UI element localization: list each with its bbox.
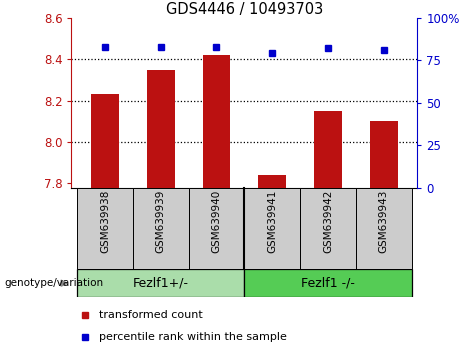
Bar — [314, 111, 342, 188]
Bar — [202, 55, 230, 188]
Text: GSM639938: GSM639938 — [100, 190, 110, 253]
Title: GDS4446 / 10493703: GDS4446 / 10493703 — [165, 1, 323, 17]
Bar — [189, 188, 244, 269]
Bar — [370, 121, 398, 188]
Text: GSM639942: GSM639942 — [323, 190, 333, 253]
Text: genotype/variation: genotype/variation — [5, 278, 104, 288]
Bar — [356, 188, 412, 269]
Bar — [77, 188, 133, 269]
Text: GSM639943: GSM639943 — [379, 190, 389, 253]
Bar — [147, 69, 175, 188]
Text: GSM639940: GSM639940 — [212, 190, 221, 253]
Bar — [244, 188, 300, 269]
Text: Fezlf1+/-: Fezlf1+/- — [133, 277, 189, 290]
Bar — [244, 269, 412, 297]
Bar — [77, 269, 244, 297]
Text: GSM639939: GSM639939 — [156, 190, 165, 253]
Text: percentile rank within the sample: percentile rank within the sample — [99, 332, 287, 342]
Text: GSM639941: GSM639941 — [267, 190, 277, 253]
Text: Fezlf1 -/-: Fezlf1 -/- — [301, 277, 355, 290]
Bar — [133, 188, 189, 269]
Bar — [300, 188, 356, 269]
Bar — [91, 95, 119, 188]
Text: transformed count: transformed count — [99, 310, 203, 320]
Bar — [258, 175, 286, 188]
